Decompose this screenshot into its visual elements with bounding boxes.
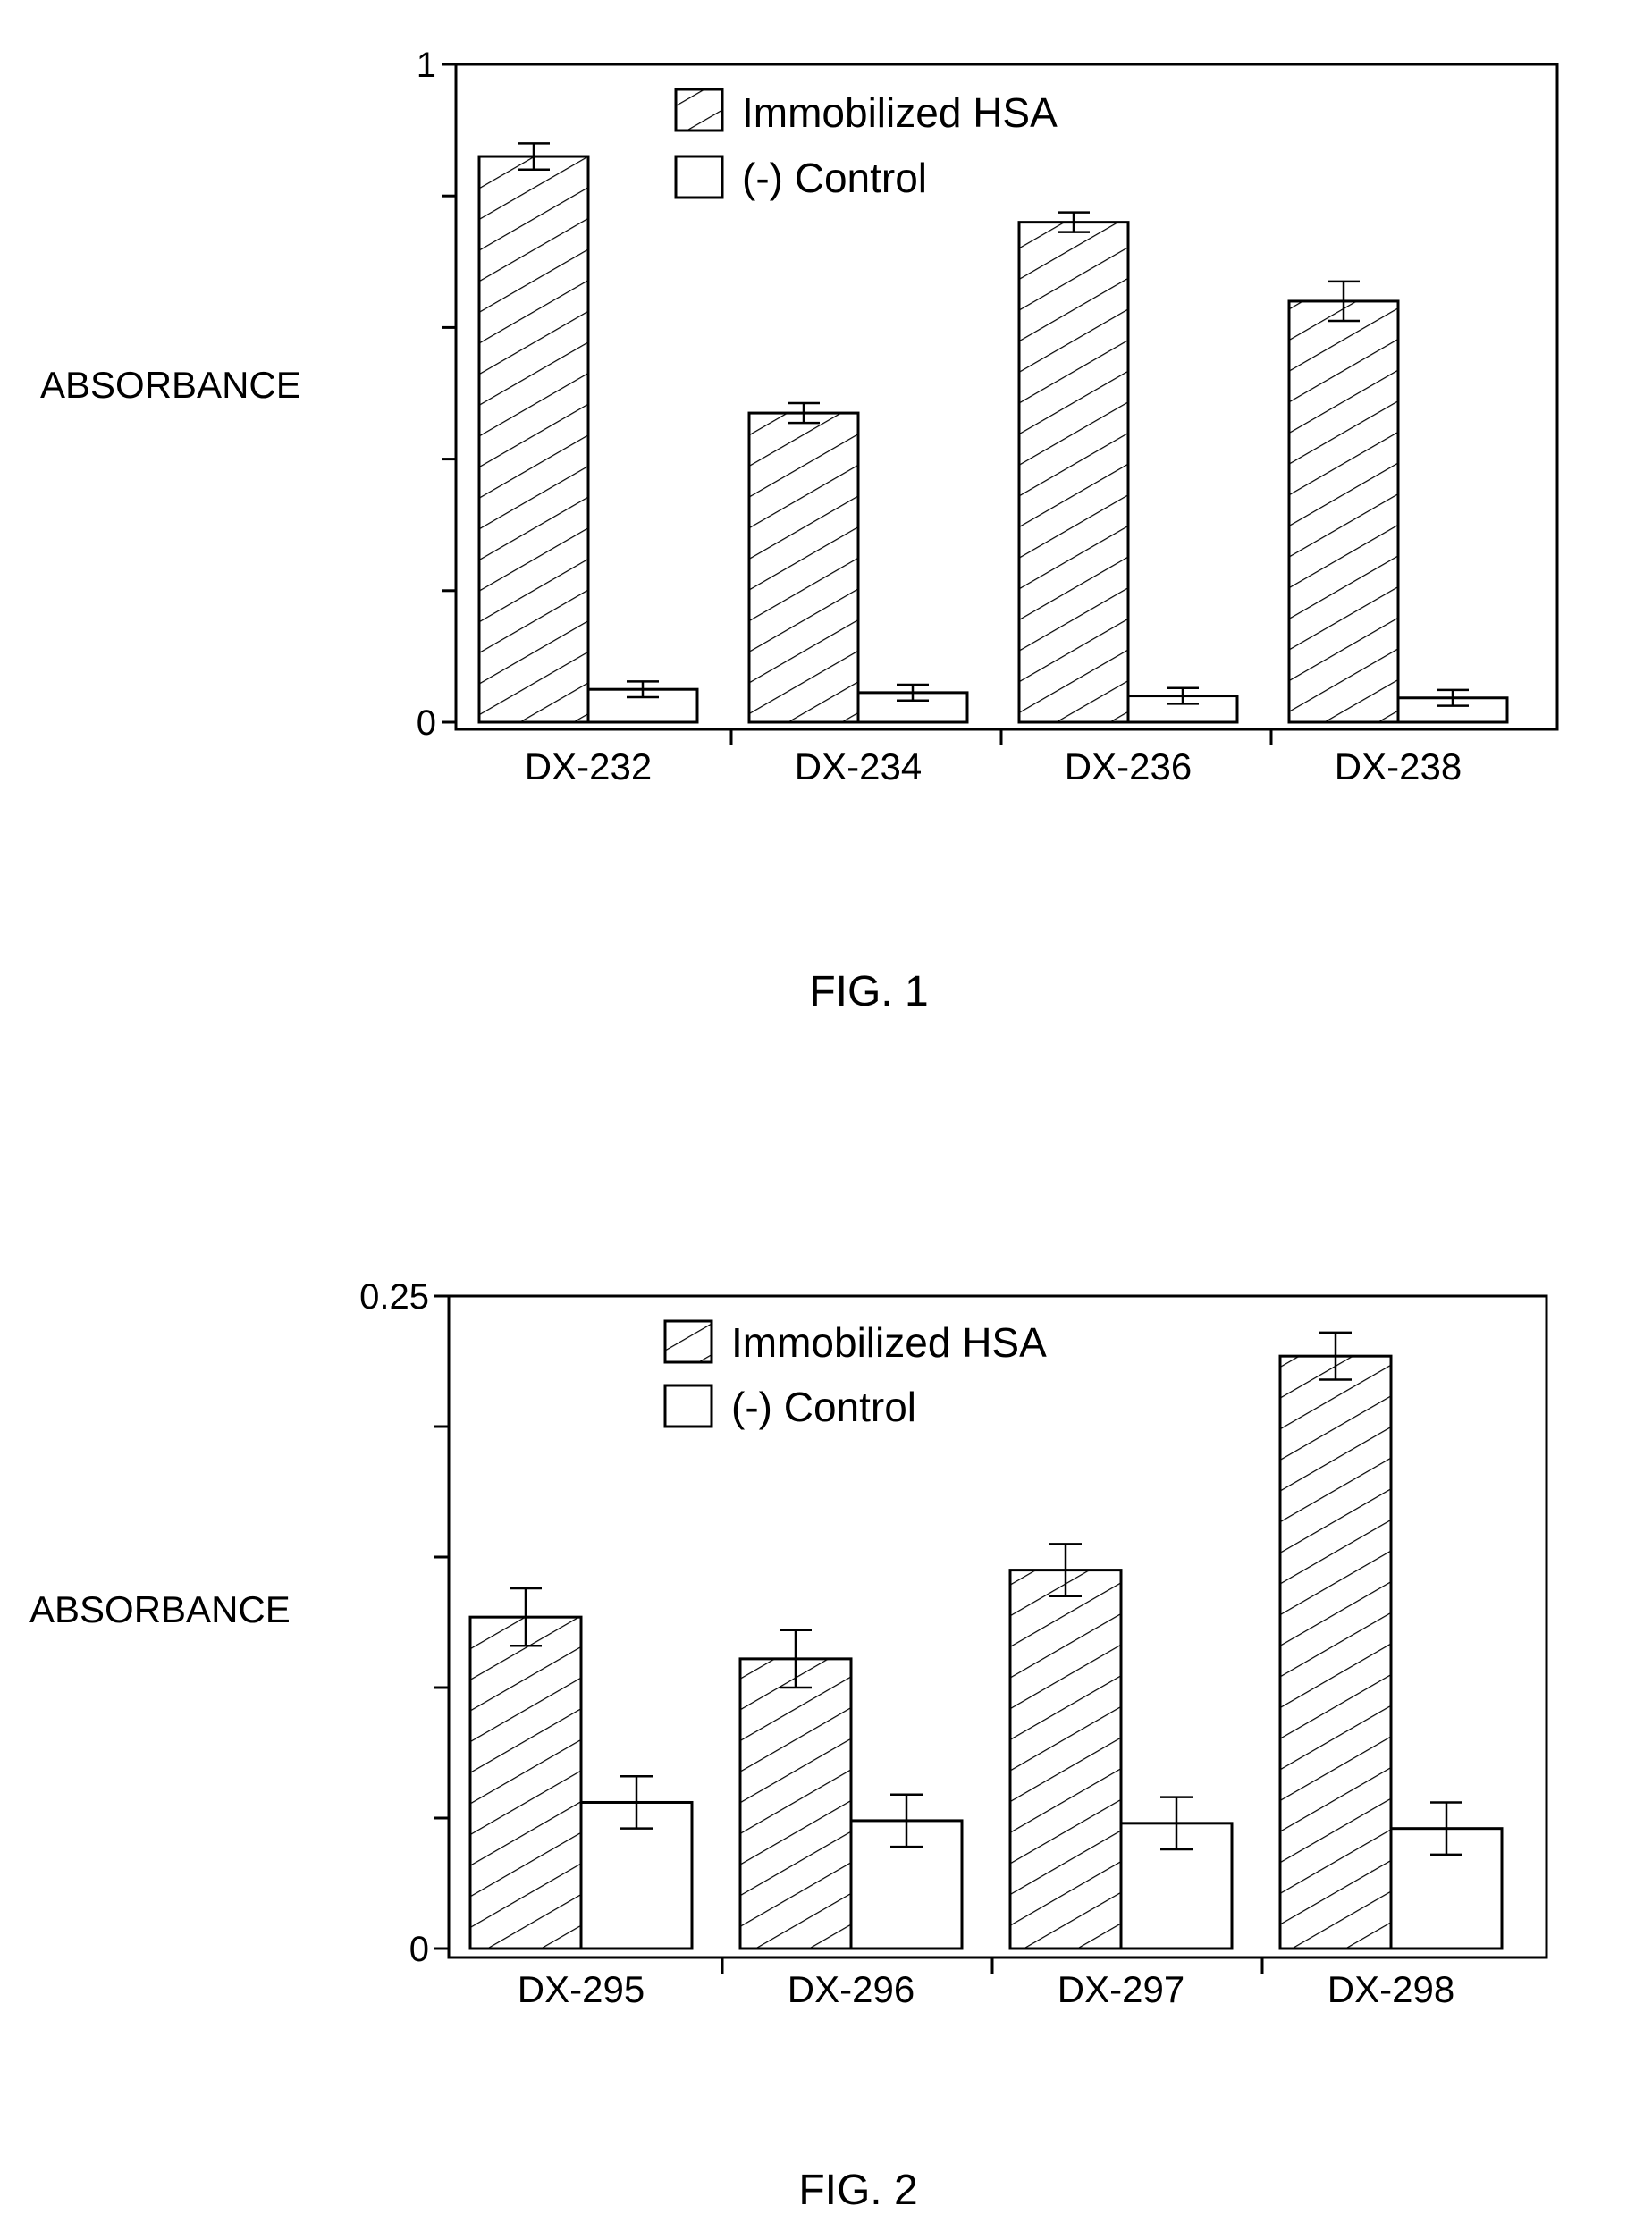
- fig1-caption: FIG. 1: [809, 968, 928, 1015]
- category-label: DX-232: [525, 745, 652, 787]
- y-axis-label: ABSORBANCE: [30, 1588, 291, 1630]
- legend-label-hsa: Immobilized HSA: [731, 1319, 1047, 1366]
- category-labels: DX-232 DX-234 DX-236 DX-238: [525, 745, 1462, 787]
- legend-label-hsa: Immobilized HSA: [742, 89, 1058, 136]
- bars: [470, 1333, 1502, 1949]
- bar-immobilized-hsa: [1019, 223, 1128, 722]
- x-axis: [731, 729, 1271, 745]
- legend-swatch-open: [676, 156, 722, 198]
- legend-swatch-hatched: [665, 1321, 712, 1362]
- legend-swatch-hatched: [676, 89, 722, 130]
- legend-label-control: (-) Control: [731, 1384, 916, 1430]
- category-label: DX-236: [1065, 745, 1192, 787]
- category-label: DX-296: [788, 1968, 914, 2010]
- y-axis: 01: [417, 46, 456, 743]
- category-label: DX-234: [795, 745, 922, 787]
- bar-immobilized-hsa: [1010, 1570, 1121, 1949]
- category-label: DX-298: [1328, 1968, 1454, 2010]
- category-label: DX-238: [1335, 745, 1462, 787]
- category-label: DX-295: [518, 1968, 645, 2010]
- bar-immobilized-hsa: [740, 1659, 851, 1949]
- bar-immobilized-hsa: [1289, 301, 1398, 722]
- legend-label-control: (-) Control: [742, 155, 927, 201]
- category-labels: DX-295 DX-296 DX-297 DX-298: [518, 1968, 1454, 2010]
- fig2-caption: FIG. 2: [798, 2167, 917, 2214]
- fig2-chart: 00.25 DX-295DX-296DX-297DX-298 ABSORBANC…: [30, 1277, 1547, 2010]
- legend-swatch-open: [665, 1385, 712, 1427]
- y-axis: 00.25: [359, 1277, 449, 1969]
- category-label: DX-297: [1058, 1968, 1184, 2010]
- legend: Immobilized HSA (-) Control: [676, 89, 1058, 201]
- bar-immobilized-hsa: [1280, 1356, 1391, 1949]
- bars: [479, 143, 1507, 722]
- y-tick-label: 1: [417, 46, 436, 85]
- y-axis-label: ABSORBANCE: [40, 364, 301, 406]
- bar-immobilized-hsa: [479, 156, 588, 722]
- y-tick-label: 0.25: [359, 1277, 429, 1317]
- bar-immobilized-hsa: [470, 1617, 581, 1949]
- bar-immobilized-hsa: [749, 413, 858, 722]
- fig1-chart: 01 DX-232DX-234DX-236DX-238 ABSORBANCE I…: [40, 46, 1557, 787]
- legend: Immobilized HSA (-) Control: [665, 1319, 1047, 1430]
- y-tick-label: 0: [409, 1930, 429, 1969]
- y-tick-label: 0: [417, 703, 436, 743]
